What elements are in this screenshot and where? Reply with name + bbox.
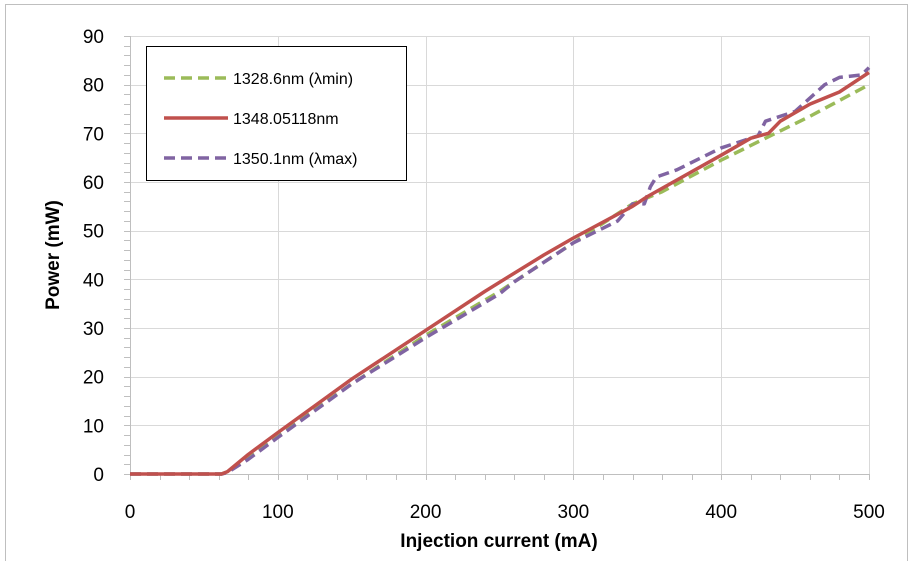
data-series xyxy=(130,66,871,476)
axes xyxy=(124,36,870,480)
x-tick-label-100: 100 xyxy=(262,502,294,523)
y-tick-label-70: 70 xyxy=(83,124,104,145)
x-tick-label-200: 200 xyxy=(410,502,442,523)
y-tick-label-30: 30 xyxy=(83,319,104,340)
y-tick-label-20: 20 xyxy=(83,368,104,389)
series-line-3 xyxy=(130,66,871,476)
y-tick-label-90: 90 xyxy=(83,27,104,48)
legend-label-1: 1328.6nm (λmin) xyxy=(233,71,353,88)
x-tick-label-500: 500 xyxy=(853,502,885,523)
y-tick-label-60: 60 xyxy=(83,173,104,194)
y-axis-title: Power (mW) xyxy=(43,200,64,310)
y-tick-label-80: 80 xyxy=(83,76,104,97)
y-tick-label-10: 10 xyxy=(83,416,104,437)
legend-label-3: 1350.1nm (λmax) xyxy=(233,151,358,168)
y-tick-label-0: 0 xyxy=(93,465,104,486)
legend-label-2: 1348.05118nm xyxy=(233,111,339,128)
y-tick-label-50: 50 xyxy=(83,222,104,243)
x-tick-label-400: 400 xyxy=(705,502,737,523)
x-tick-label-300: 300 xyxy=(558,502,590,523)
x-axis-title: Injection current (mA) xyxy=(400,531,597,552)
x-tick-label-0: 0 xyxy=(125,502,136,523)
y-tick-label-40: 40 xyxy=(83,270,104,291)
legend: 1328.6nm (λmin) 1348.05118nm 1350.1nm (λma… xyxy=(146,46,407,181)
tick-labels: 0 10 20 30 40 50 60 70 80 90 0 100 200 300 400 500 xyxy=(83,27,885,523)
series-line-2 xyxy=(130,71,870,476)
